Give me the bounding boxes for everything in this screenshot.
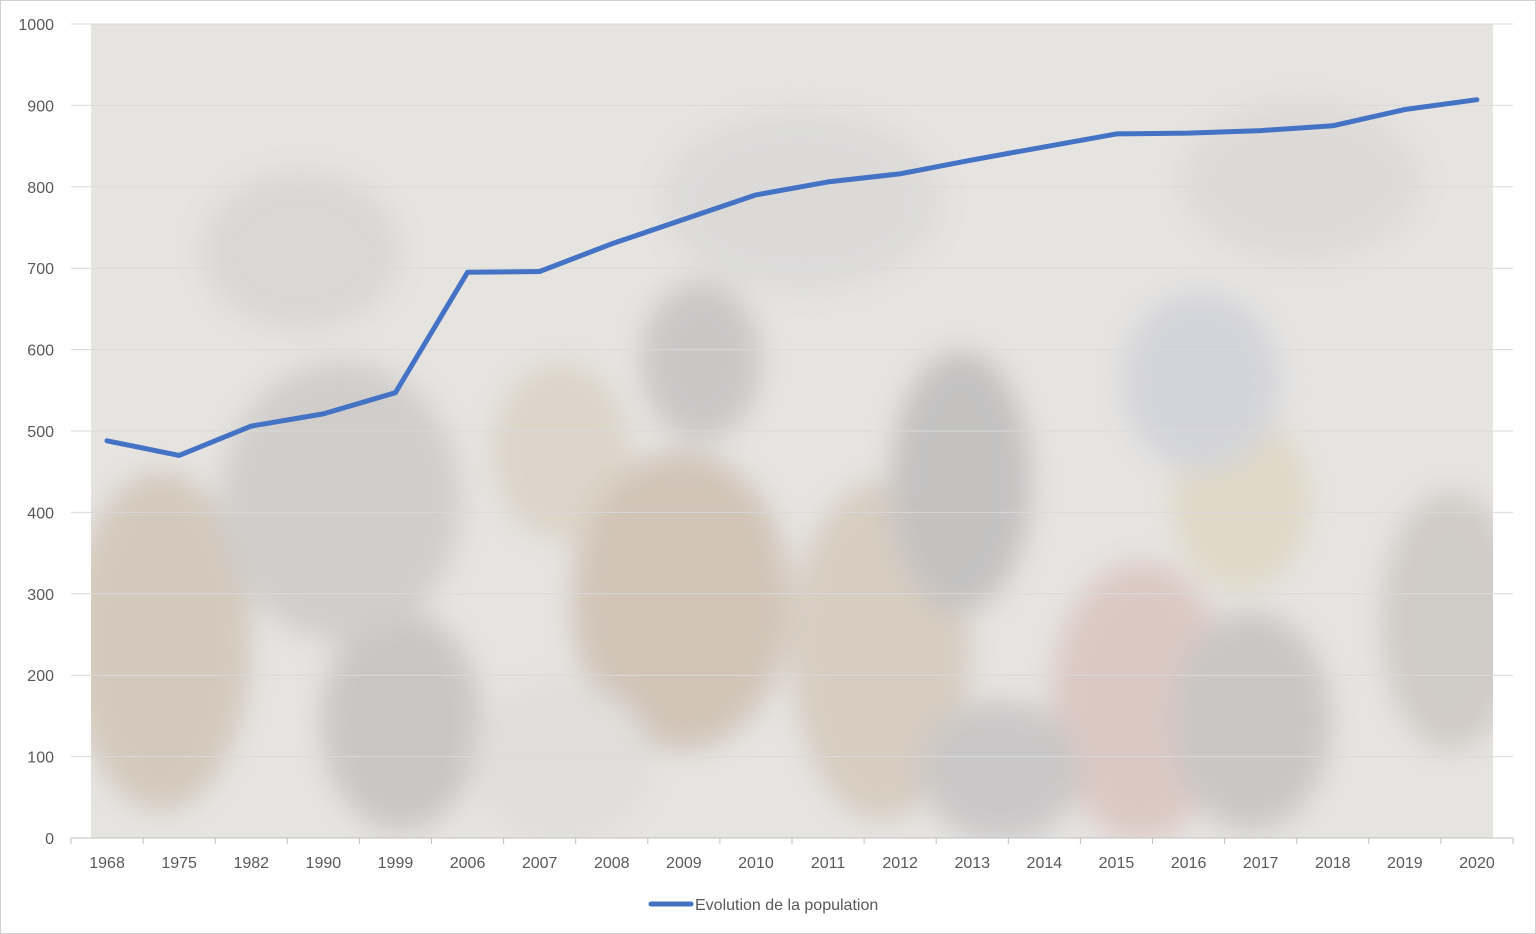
x-tick-label: 1975 [161,855,197,872]
y-tick-label: 600 [27,343,54,360]
x-tick-label: 2012 [882,855,918,872]
x-tick-label: 2007 [522,855,558,872]
y-tick-label: 1000 [18,17,54,34]
y-tick-label: 400 [27,505,54,522]
y-tick-label: 100 [27,750,54,767]
x-tick-label: 2011 [811,855,846,872]
x-tick-label: 2009 [666,855,702,872]
legend-label: Evolution de la population [695,897,878,914]
y-axis-tick-labels: 0 100 200 300 400 500 600 700 800 900 1000 [18,17,54,848]
crowd-photo-background [91,24,1493,838]
y-tick-label: 800 [27,180,54,197]
x-tick-label: 2013 [954,855,990,872]
x-tick-label: 2008 [594,855,630,872]
x-tick-label: 2010 [738,855,774,872]
x-tick-label: 1968 [89,855,125,872]
legend: Evolution de la population [648,897,878,914]
y-tick-label: 700 [27,261,54,278]
x-tick-label: 2017 [1243,855,1279,872]
series-layer [104,97,1480,458]
x-tick-label: 1999 [378,855,414,872]
series-line-population [104,97,1480,458]
x-tick-label: 1990 [306,855,342,872]
x-axis-tick-labels: 1968 1975 1982 1990 1999 2006 2007 2008 2009 2010… [89,855,1495,872]
grid-lines [71,23,1513,758]
x-tick-label: 2015 [1099,855,1135,872]
x-tick-label: 2006 [450,855,486,872]
y-tick-label: 500 [27,424,54,441]
x-tick-label: 2018 [1315,855,1351,872]
axes [70,837,1514,844]
y-tick-label: 200 [27,668,54,685]
y-tick-label: 900 [27,98,54,115]
y-tick-label: 0 [45,831,54,848]
x-tick-label: 1982 [233,855,269,872]
y-tick-label: 300 [27,587,54,604]
x-tick-label: 2014 [1027,855,1063,872]
x-tick-label: 2019 [1387,855,1423,872]
x-tick-label: 2016 [1171,855,1207,872]
x-tick-label: 2020 [1459,855,1495,872]
